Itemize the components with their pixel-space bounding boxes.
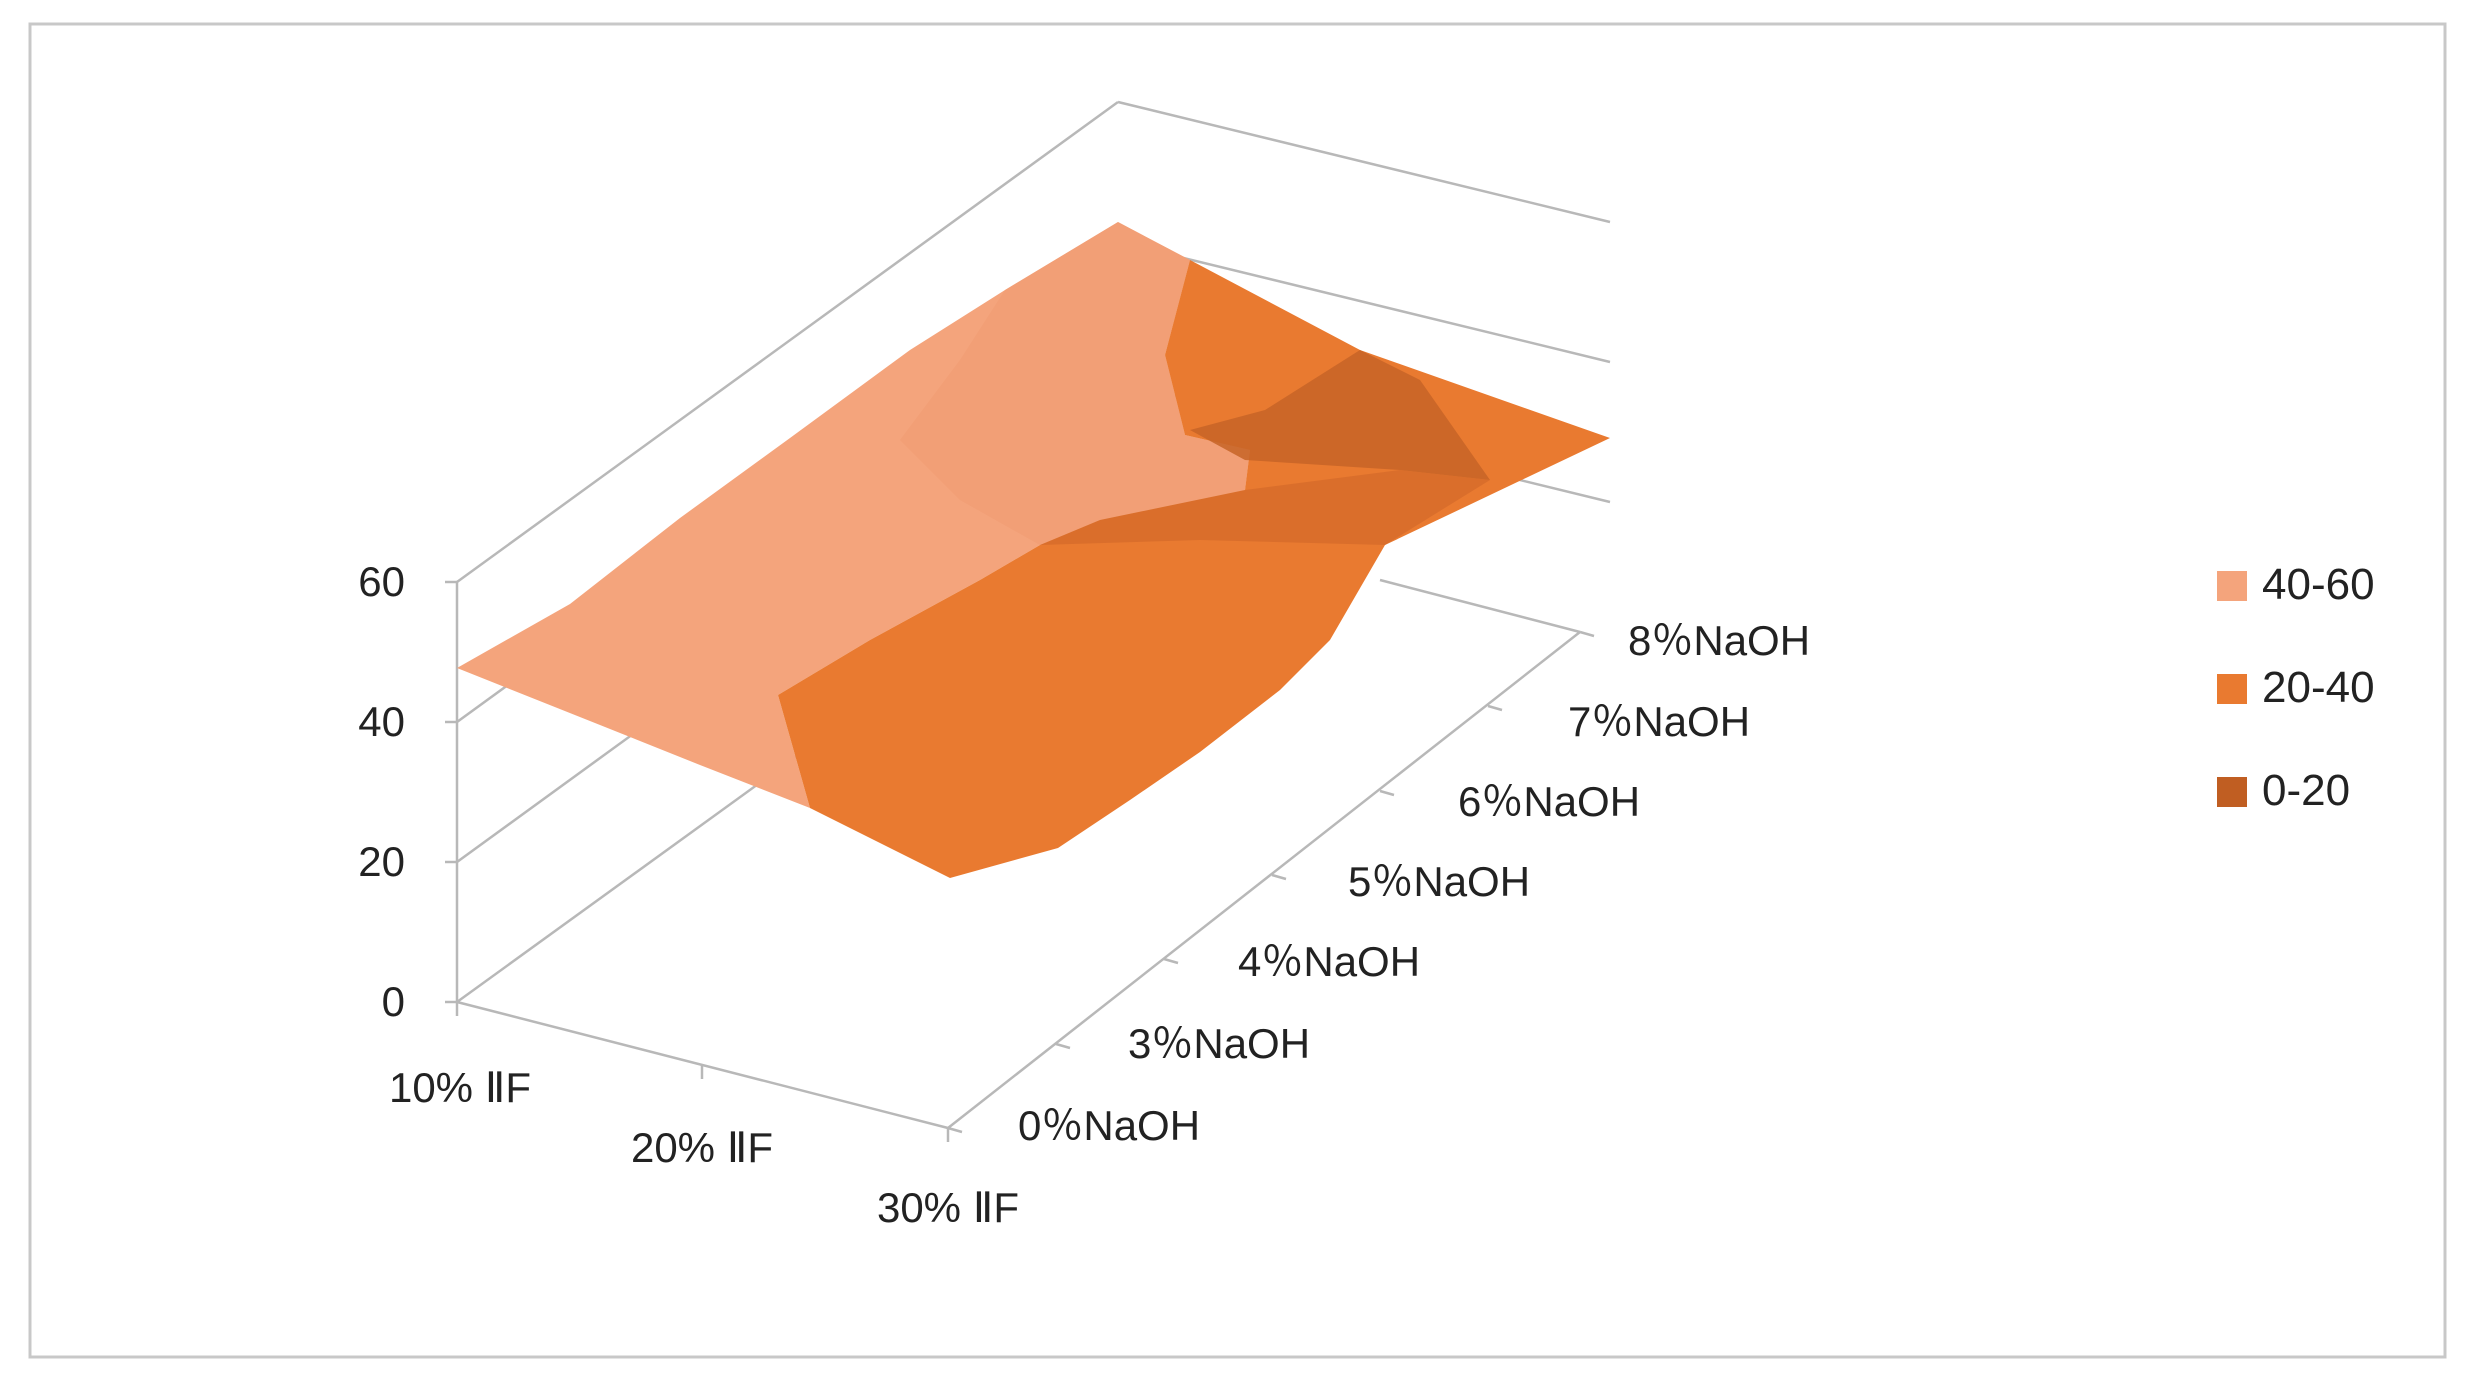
x-tick-label: 10% ⅡF xyxy=(389,1064,531,1111)
z-axis: 0 20 40 60 xyxy=(358,558,457,1025)
y-tick xyxy=(1271,873,1287,881)
surface-band-0-20 xyxy=(1190,350,1490,480)
surface-band-dark-ridge xyxy=(1040,470,1490,545)
y-tick-label: 7％NaOH xyxy=(1568,698,1750,745)
depth-axis: 0％NaOH 3％NaOH 4％NaOH 5％NaOH 6％NaOH 7％NaO… xyxy=(947,617,1810,1149)
legend-swatch-0-20 xyxy=(2217,777,2247,807)
x-tick-label-line1: 10% ⅡF xyxy=(389,1064,531,1111)
y-tick xyxy=(1055,1042,1071,1050)
z-tick-label: 20 xyxy=(358,838,405,885)
y-tick-label: 0％NaOH xyxy=(1018,1102,1200,1149)
legend-swatch-40-60 xyxy=(2217,571,2247,601)
floor-right-edge xyxy=(1379,578,1581,634)
depth-axis-line xyxy=(947,631,1581,1129)
back-wall-grid-40 xyxy=(1117,240,1611,364)
x-axis: 10% ⅡF 20% ⅡF 30% ⅡF xyxy=(389,1002,1019,1231)
x-tick-label: 20% ⅡF xyxy=(631,1124,773,1171)
surface-band-40-60-shade xyxy=(900,222,1250,545)
surface xyxy=(457,222,1610,878)
z-tick-label: 0 xyxy=(382,978,405,1025)
y-tick-label: 8％NaOH xyxy=(1628,617,1810,664)
left-wall-top-edge xyxy=(456,100,1119,584)
z-tick-label: 60 xyxy=(358,558,405,605)
legend-label: 20-40 xyxy=(2262,663,2375,712)
y-tick xyxy=(1487,704,1503,712)
y-tick xyxy=(1579,630,1595,638)
y-tick-label: 5％NaOH xyxy=(1348,858,1530,905)
y-tick-label: 3％NaOH xyxy=(1128,1020,1310,1067)
x-tick-label-line1: 20% ⅡF xyxy=(631,1124,773,1171)
y-tick-label: 4％NaOH xyxy=(1238,938,1420,985)
y-tick-label: 6％NaOH xyxy=(1458,778,1640,825)
z-tick-label: 40 xyxy=(358,698,405,745)
y-tick xyxy=(1379,789,1395,797)
back-wall-grid-60 xyxy=(1117,100,1611,224)
legend: 40-60 20-40 0-20 xyxy=(2217,560,2375,815)
legend-label: 0-20 xyxy=(2262,766,2350,815)
y-tick xyxy=(947,1126,963,1134)
legend-swatch-20-40 xyxy=(2217,674,2247,704)
x-tick-label: 30% ⅡF xyxy=(877,1184,1019,1231)
legend-label: 40-60 xyxy=(2262,560,2375,609)
y-tick xyxy=(1163,957,1179,965)
x-tick-label-line1: 30% ⅡF xyxy=(877,1184,1019,1231)
